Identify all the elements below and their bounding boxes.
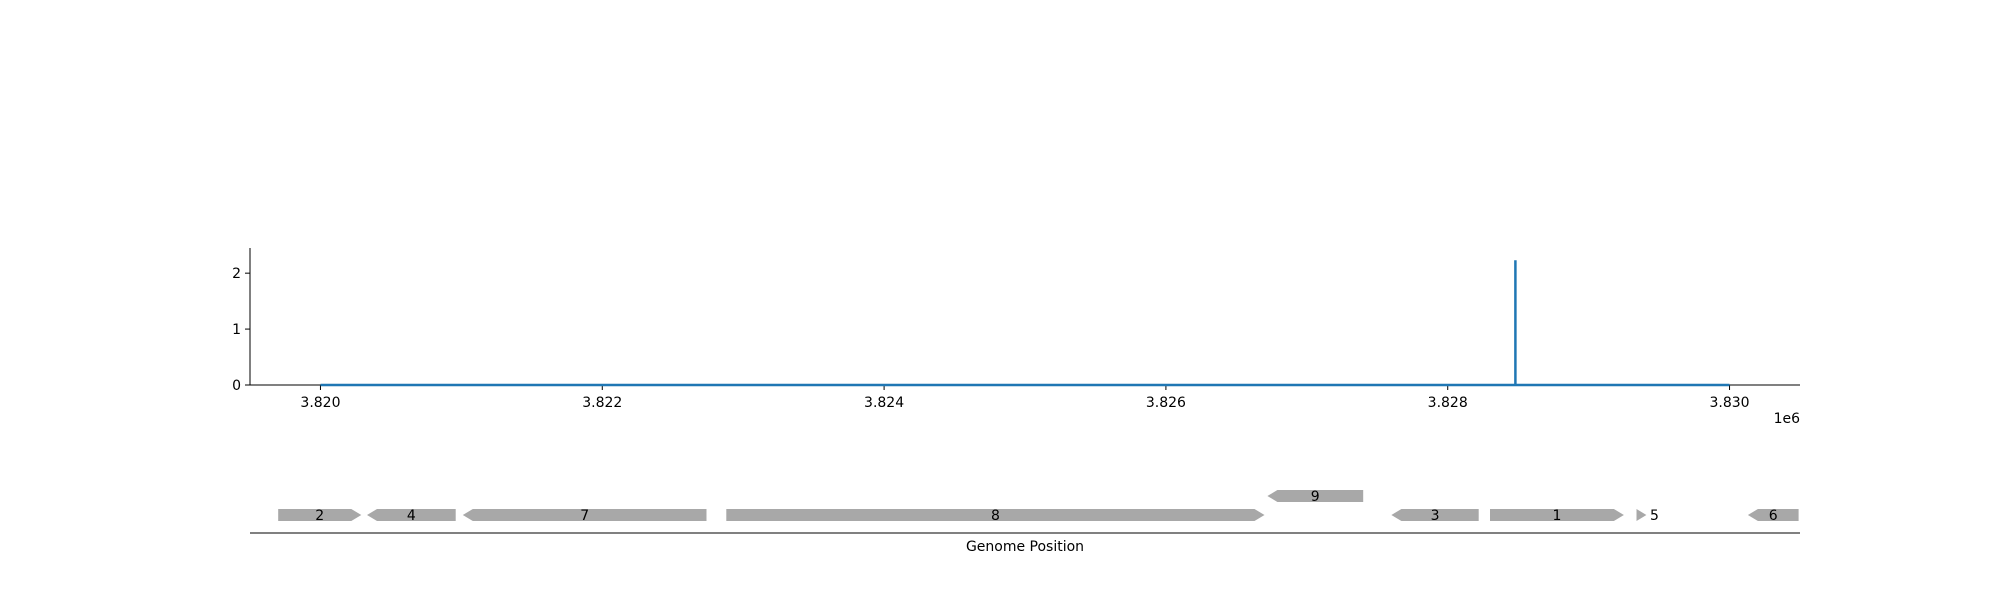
gene-label: 8 [991, 508, 1000, 524]
series-layer [320, 260, 1730, 387]
gene-label: 9 [1311, 489, 1320, 505]
gene-arrow [278, 509, 362, 521]
gene-arrow [1267, 490, 1364, 502]
gene-label: 3 [1431, 508, 1440, 524]
coverage-plot: 0 1 2 3.820 3.822 3.824 3.826 3.828 3.830 1e6 [232, 248, 1800, 427]
x-ticks: 3.820 3.822 3.824 3.826 3.828 3.830 [300, 385, 1750, 411]
gene-map: 2 4 7 8 9 3 1 5 6 Genome Position [250, 489, 1800, 555]
gene-label: 2 [315, 508, 324, 524]
x-tick-label: 3.826 [1146, 395, 1186, 411]
gene-label: 7 [580, 508, 589, 524]
gene-arrow [1391, 509, 1479, 521]
genes-layer: 2 4 7 8 9 3 1 5 6 [278, 489, 1799, 524]
gene-arrow [367, 509, 456, 521]
gene-label: 6 [1769, 508, 1778, 524]
x-tick-label: 3.824 [864, 395, 904, 411]
gene-arrow [1747, 509, 1799, 521]
gene-arrow [726, 509, 1265, 521]
gene-label: 4 [407, 508, 416, 524]
y-tick-label: 0 [232, 378, 241, 394]
gene-arrow [1636, 509, 1647, 521]
gene-label: 1 [1552, 508, 1561, 524]
x-tick-label: 3.822 [582, 395, 622, 411]
gene-label: 5 [1650, 508, 1659, 524]
x-tick-label: 3.828 [1428, 395, 1468, 411]
gene-arrow [1490, 509, 1624, 521]
coverage-line [320, 260, 1730, 387]
x-axis-label: Genome Position [966, 539, 1084, 555]
y-ticks: 0 1 2 [232, 266, 250, 394]
gene-arrow [462, 509, 707, 521]
y-tick-label: 1 [232, 322, 241, 338]
x-offset-label: 1e6 [1774, 411, 1801, 427]
y-tick-label: 2 [232, 266, 241, 282]
x-tick-label: 3.830 [1709, 395, 1749, 411]
x-tick-label: 3.820 [300, 395, 340, 411]
